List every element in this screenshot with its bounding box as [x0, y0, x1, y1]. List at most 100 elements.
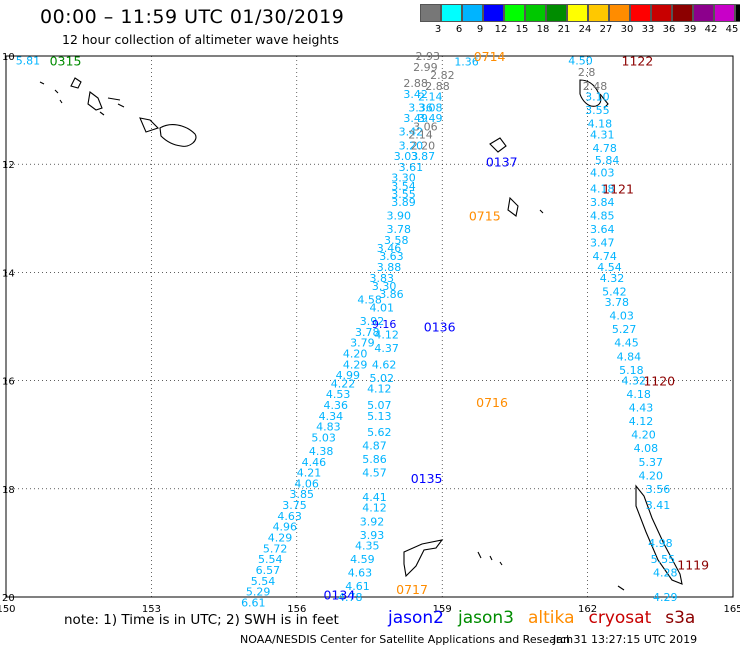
- swh-value: 4.83: [316, 421, 341, 434]
- swh-value: 3.79: [350, 337, 375, 350]
- swh-value: 4.18: [626, 388, 651, 401]
- legend-swatch: [651, 4, 672, 22]
- swh-value: 5.03: [311, 431, 336, 444]
- swh-value: 4.32: [622, 375, 647, 388]
- satellite-name: jason3: [458, 608, 514, 628]
- swh-value: 3.30: [372, 280, 397, 293]
- satellite-name: jason2: [388, 608, 444, 628]
- swh-value: 3.41: [646, 499, 671, 512]
- legend-label: 3: [434, 24, 442, 35]
- track-time-label: 0315: [50, 53, 82, 68]
- legend-swatch: [630, 4, 651, 22]
- swh-value: 4.78: [338, 591, 363, 604]
- swh-value: 4.41: [362, 491, 387, 504]
- swh-value: 3.49: [403, 112, 428, 125]
- legend-label: 6: [455, 24, 463, 35]
- swh-value: 3.08: [418, 101, 443, 114]
- swh-value: 3.78: [386, 223, 411, 236]
- longitude-label: 165: [723, 604, 740, 615]
- credit-line: NOAA/NESDIS Center for Satellite Applica…: [240, 633, 574, 646]
- satellite-name: altika: [528, 608, 575, 628]
- legend-label: 30: [620, 24, 634, 35]
- swh-value: 4.36: [323, 399, 348, 412]
- island-coast: [539, 209, 544, 214]
- swh-value: 4.53: [326, 388, 351, 401]
- longitude-label: 156: [287, 604, 306, 615]
- legend-swatch: [714, 4, 735, 22]
- swh-value: 4.08: [634, 442, 659, 455]
- swh-value: 3.84: [590, 196, 615, 209]
- swh-value: 5.42: [602, 285, 627, 298]
- legend-swatch: [567, 4, 588, 22]
- swh-value: 4.32: [600, 272, 625, 285]
- latitude-label: 18: [2, 485, 15, 496]
- swh-value: 4.99: [336, 369, 361, 382]
- swh-value: 4.34: [319, 410, 344, 423]
- swh-value: 3.06: [413, 120, 438, 133]
- legend-label: 27: [599, 24, 613, 35]
- swh-value: 4.50: [568, 54, 593, 67]
- legend-label: 24: [578, 24, 592, 35]
- longitude-label: 153: [142, 604, 161, 615]
- swh-value: 4.20: [343, 348, 368, 361]
- legend-swatch: [546, 4, 567, 22]
- swh-value: 4.45: [614, 337, 639, 350]
- swh-value: 3.20: [399, 139, 424, 152]
- swh-value: 2.93: [416, 50, 441, 63]
- legend-label: 21: [557, 24, 571, 35]
- swh-value: 5.07: [367, 399, 392, 412]
- swh-value: 3.56: [646, 483, 671, 496]
- swh-value: 3.42: [399, 126, 424, 139]
- swh-value: 5.13: [367, 410, 392, 423]
- swh-value: 4.87: [362, 440, 387, 453]
- track-time-label: 0716: [476, 395, 508, 410]
- legend-swatch: [462, 4, 483, 22]
- island-coast: [635, 484, 683, 585]
- swh-value: 5.29: [246, 586, 271, 599]
- track-time-label: 1122: [622, 53, 654, 68]
- latitude-label: 14: [2, 268, 15, 279]
- swh-value: 4.12: [629, 415, 654, 428]
- swh-value: 4.12: [367, 383, 392, 396]
- swh-value: 2.20: [411, 139, 436, 152]
- legend-swatch: [609, 4, 630, 22]
- legend-label: 15: [515, 24, 529, 35]
- island-coast: [507, 196, 519, 217]
- swh-value: 3.92: [360, 515, 385, 528]
- track-time-label: 1121: [602, 182, 634, 197]
- swh-value: 3.36: [408, 101, 433, 114]
- swh-value: 3.03: [394, 150, 419, 163]
- swh-value: 5.84: [595, 154, 620, 167]
- swh-value: 2.8: [578, 66, 596, 79]
- legend-label: 36: [662, 24, 676, 35]
- latitude-label: 12: [2, 160, 15, 171]
- swh-value: 1.36: [454, 55, 479, 68]
- swh-value: 5.55: [651, 553, 676, 566]
- legend-label: 33: [641, 24, 655, 35]
- swh-value: 3.64: [590, 223, 615, 236]
- swh-value: 9.16: [372, 318, 397, 331]
- longitude-label: 150: [0, 604, 16, 615]
- swh-value: 3.86: [379, 288, 404, 301]
- swh-value: 4.63: [348, 567, 373, 580]
- island-coast: [617, 585, 625, 591]
- swh-value: 4.18: [590, 183, 615, 196]
- track-time-label: 0136: [424, 320, 456, 335]
- map-title: 00:00 – 11:59 UTC 01/30/2019: [40, 6, 345, 28]
- swh-value: 3.61: [399, 161, 424, 174]
- legend-swatch: [420, 4, 441, 22]
- latitude-label: 10: [2, 52, 15, 63]
- track-time-labels: 0315 0714 1122 0137 1121 0715 0136 1120 0716 0135…: [50, 49, 710, 602]
- swh-value: 4.20: [631, 429, 656, 442]
- swh-value: 4.46: [302, 456, 327, 469]
- swh-value: 4.43: [629, 402, 654, 415]
- swh-value: 3.93: [360, 529, 385, 542]
- swh-value: 4.74: [592, 250, 617, 263]
- swh-value: 5.72: [263, 542, 288, 555]
- track-time-label: 0717: [396, 582, 428, 597]
- swh-value: 5.37: [638, 456, 663, 469]
- swh-value: 3.10: [585, 91, 610, 104]
- swh-value: 6.61: [241, 596, 266, 609]
- island-coast: [107, 97, 125, 108]
- track-time-label: 0714: [474, 49, 506, 64]
